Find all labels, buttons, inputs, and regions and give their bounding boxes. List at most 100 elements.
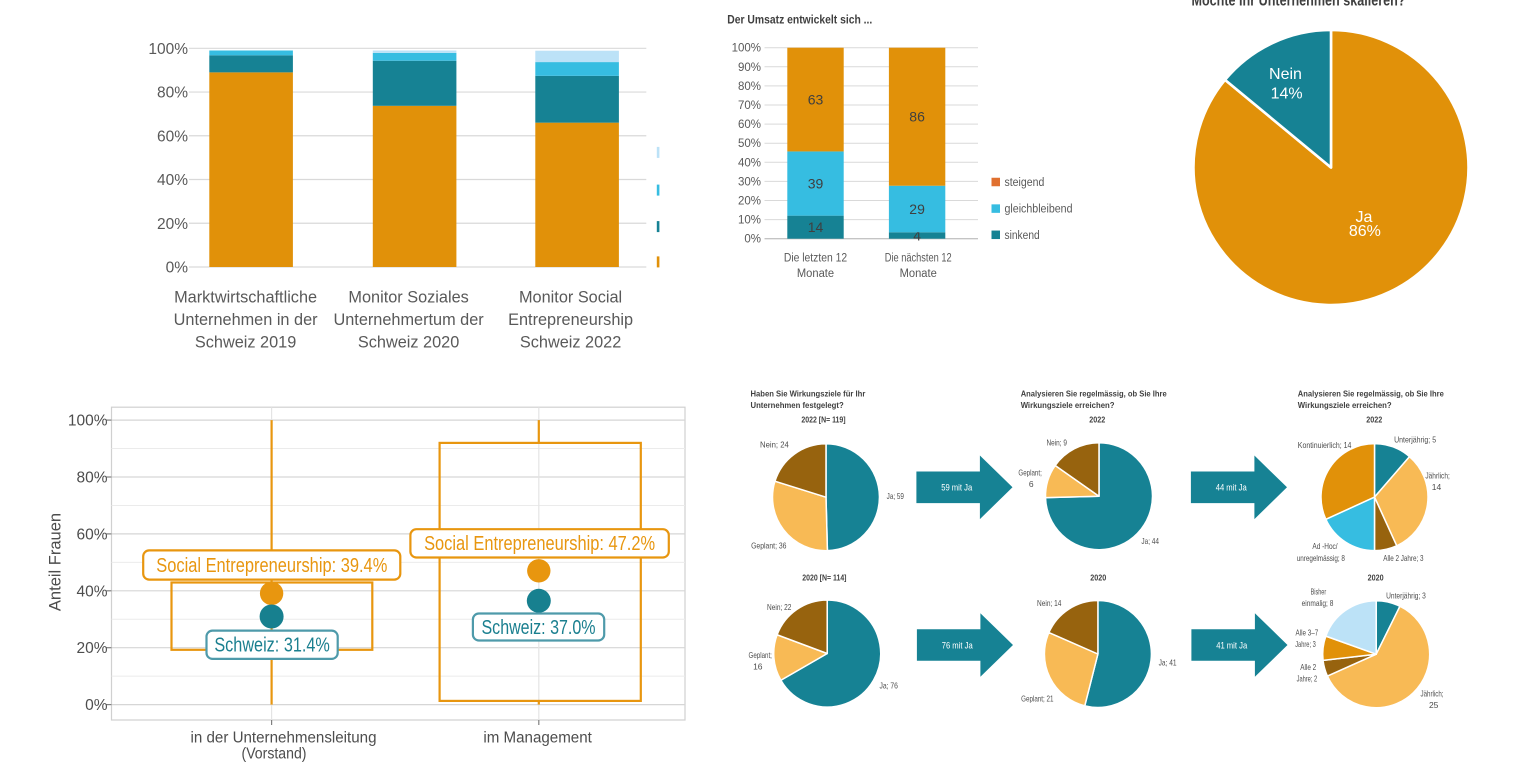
svg-text:70%: 70% — [738, 100, 761, 112]
svg-text:0%: 0% — [85, 697, 108, 714]
svg-text:100%: 100% — [732, 43, 761, 55]
svg-text:Social Entrepreneurship: 39.4%: Social Entrepreneurship: 39.4% — [156, 555, 387, 577]
svg-text:unregelmässig; 8: unregelmässig; 8 — [1297, 553, 1345, 563]
svg-text:20%: 20% — [76, 640, 107, 657]
svg-text:Ja; 44: Ja; 44 — [1141, 536, 1159, 546]
svg-text:39: 39 — [808, 176, 824, 192]
svg-text:Unternehmen in der: Unternehmen in der — [174, 311, 318, 329]
svg-text:einmalig; 8: einmalig; 8 — [1302, 598, 1334, 608]
svg-text:Schweiz: 31.4%: Schweiz: 31.4% — [214, 635, 330, 657]
svg-text:Geplant;: Geplant; — [1018, 468, 1041, 478]
svg-text:80%: 80% — [76, 470, 107, 487]
svg-text:40%: 40% — [76, 583, 107, 600]
svg-text:2022 [N= 119]: 2022 [N= 119] — [801, 415, 845, 425]
svg-text:Alle 2: Alle 2 — [1300, 662, 1316, 672]
svg-text:2020 [N= 114]: 2020 [N= 114] — [802, 572, 846, 582]
svg-text:80%: 80% — [738, 81, 761, 93]
svg-text:Ja; 59: Ja; 59 — [887, 491, 905, 501]
svg-text:Analysieren Sie regelmässig, o: Analysieren Sie regelmässig, ob Sie Ihre — [1021, 388, 1167, 398]
svg-text:Entrepreneurship: Entrepreneurship — [508, 311, 633, 329]
svg-text:25: 25 — [1429, 700, 1439, 710]
svg-text:16: 16 — [753, 662, 763, 672]
svg-text:Nein; 14: Nein; 14 — [1037, 598, 1061, 608]
svg-text:20%: 20% — [738, 196, 761, 208]
svg-text:Nein; 22: Nein; 22 — [767, 602, 791, 612]
svg-text:90%: 90% — [738, 62, 761, 74]
svg-text:Geplant; 36: Geplant; 36 — [751, 541, 787, 551]
svg-text:59 mit Ja: 59 mit Ja — [941, 483, 973, 494]
svg-text:60%: 60% — [738, 119, 761, 131]
svg-text:im Management: im Management — [483, 730, 592, 747]
svg-text:Ad -Hoc/: Ad -Hoc/ — [1312, 541, 1338, 551]
svg-text:14: 14 — [1432, 482, 1442, 492]
svg-text:29: 29 — [909, 201, 925, 217]
svg-text:44 mit Ja: 44 mit Ja — [1216, 483, 1248, 494]
svg-text:Nein; 9: Nein; 9 — [1047, 438, 1068, 448]
svg-text:Ja: Ja — [1356, 209, 1373, 226]
svg-text:Nein; 24: Nein; 24 — [760, 440, 789, 450]
svg-text:Schweiz 2020: Schweiz 2020 — [358, 334, 459, 352]
svg-text:Analysieren Sie regelmässig, o: Analysieren Sie regelmässig, ob Sie Ihre — [1298, 388, 1444, 398]
svg-text:100%: 100% — [68, 413, 108, 430]
svg-text:20%: 20% — [157, 216, 188, 233]
svg-text:Wirkungsziele erreichen?: Wirkungsziele erreichen? — [1021, 400, 1115, 410]
svg-text:Unterjährig; 3: Unterjährig; 3 — [1386, 591, 1426, 601]
svg-text:Monate: Monate — [900, 268, 937, 280]
svg-text:Anteil Frauen: Anteil Frauen — [47, 513, 65, 611]
svg-text:Monitor Social: Monitor Social — [519, 288, 622, 306]
svg-text:steigend: steigend — [1005, 177, 1045, 189]
svg-text:Schweiz: 37.0%: Schweiz: 37.0% — [482, 617, 596, 639]
svg-text:80%: 80% — [157, 85, 188, 102]
svg-text:2022: 2022 — [1366, 415, 1382, 425]
svg-text:76 mit Ja: 76 mit Ja — [942, 640, 974, 651]
svg-text:30%: 30% — [738, 176, 761, 188]
svg-text:14%: 14% — [1271, 86, 1303, 103]
svg-text:Geplant; 21: Geplant; 21 — [1021, 694, 1053, 704]
svg-text:Alle 3–7: Alle 3–7 — [1296, 628, 1319, 638]
svg-text:2020: 2020 — [1368, 572, 1384, 582]
svg-text:Schweiz 2022: Schweiz 2022 — [520, 334, 621, 352]
svg-text:Unterjährig; 5: Unterjährig; 5 — [1394, 435, 1436, 445]
svg-text:(Vorstand): (Vorstand) — [242, 746, 307, 763]
svg-text:Ja; 41: Ja; 41 — [1159, 657, 1177, 667]
svg-text:Die letzten 12: Die letzten 12 — [784, 253, 847, 265]
svg-text:Haben Sie Wirkungsziele für Ih: Haben Sie Wirkungsziele für Ihr — [751, 388, 866, 398]
svg-text:Alle 2 Jahre; 3: Alle 2 Jahre; 3 — [1383, 553, 1423, 563]
svg-text:60%: 60% — [157, 128, 188, 145]
svg-text:in der Unternehmensleitung: in der Unternehmensleitung — [191, 730, 377, 747]
svg-text:86: 86 — [909, 109, 925, 125]
svg-text:14: 14 — [808, 219, 824, 235]
svg-text:Schweiz 2019: Schweiz 2019 — [195, 334, 296, 352]
svg-text:2022: 2022 — [1089, 415, 1105, 425]
svg-text:86%: 86% — [1349, 223, 1381, 240]
svg-text:Social Entrepreneurship: 47.2%: Social Entrepreneurship: 47.2% — [424, 533, 655, 555]
svg-text:6: 6 — [1029, 479, 1034, 489]
svg-text:40%: 40% — [738, 157, 761, 169]
svg-text:Jährlich;: Jährlich; — [1425, 470, 1449, 480]
svg-text:50%: 50% — [738, 138, 761, 150]
svg-text:Jahre; 2: Jahre; 2 — [1297, 673, 1318, 683]
svg-text:Geplant;: Geplant; — [749, 650, 772, 660]
svg-text:Jahre; 3: Jahre; 3 — [1295, 639, 1316, 649]
svg-text:0%: 0% — [744, 234, 761, 246]
svg-text:Monitor Soziales: Monitor Soziales — [348, 288, 468, 306]
svg-text:4: 4 — [913, 228, 921, 244]
svg-text:100%: 100% — [148, 41, 188, 58]
svg-text:Ja; 76: Ja; 76 — [879, 681, 898, 691]
svg-text:60%: 60% — [76, 526, 107, 543]
svg-text:Wirkungsziele erreichen?: Wirkungsziele erreichen? — [1298, 400, 1392, 410]
svg-text:Bisher: Bisher — [1311, 586, 1327, 596]
svg-text:gleichbleibend: gleichbleibend — [1005, 204, 1073, 216]
svg-text:63: 63 — [808, 92, 824, 108]
svg-text:Monate: Monate — [797, 268, 834, 280]
svg-text:Kontinuierlich; 14: Kontinuierlich; 14 — [1298, 440, 1352, 450]
svg-text:Unternehmertum der: Unternehmertum der — [333, 311, 484, 329]
svg-text:40%: 40% — [157, 172, 188, 189]
svg-text:Der Umsatz entwickelt sich ...: Der Umsatz entwickelt sich ... — [727, 15, 872, 27]
svg-text:sinkend: sinkend — [1005, 230, 1040, 242]
svg-text:2020: 2020 — [1090, 572, 1106, 582]
svg-text:Marktwirtschaftliche: Marktwirtschaftliche — [174, 288, 317, 306]
svg-text:Nein: Nein — [1269, 66, 1302, 83]
svg-text:Unternehmen festgelegt?: Unternehmen festgelegt? — [751, 400, 844, 410]
svg-text:0%: 0% — [166, 260, 189, 277]
